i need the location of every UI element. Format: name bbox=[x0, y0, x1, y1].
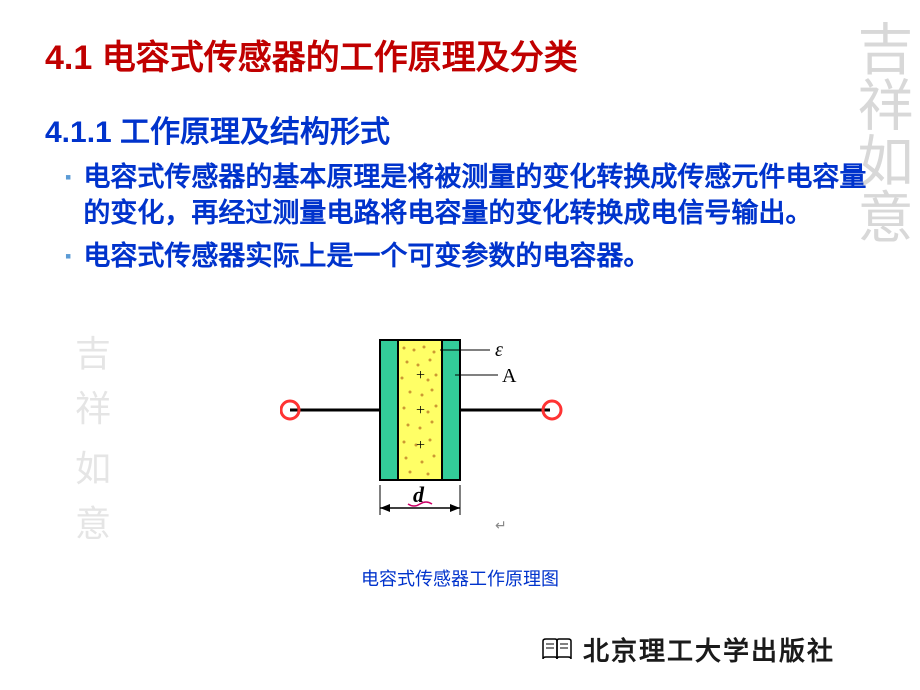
diagram-caption: 电容式传感器工作原理图 bbox=[0, 565, 920, 591]
book-icon bbox=[541, 637, 573, 663]
plus-3: + bbox=[416, 437, 425, 454]
watermark-left-2: 祥 bbox=[75, 380, 111, 432]
label-epsilon: ε bbox=[495, 339, 503, 361]
bullet-marker-icon: ▪ bbox=[65, 246, 71, 274]
bullet-item: ▪ 电容式传感器的基本原理是将被测量的变化转换成传感元件电容量的变化，再经过测量… bbox=[65, 159, 870, 232]
capacitor-diagram: + + + ε A d ↵ bbox=[280, 330, 640, 560]
return-mark: ↵ bbox=[495, 519, 507, 534]
bullet-text: 电容式传感器实际上是一个可变参数的电容器。 bbox=[83, 238, 650, 274]
bullet-text: 电容式传感器的基本原理是将被测量的变化转换成传感元件电容量的变化，再经过测量电路… bbox=[83, 159, 870, 232]
arrow-right bbox=[450, 504, 460, 512]
plus-2: + bbox=[416, 402, 425, 419]
capacitor-svg: + + + ε A d ↵ bbox=[280, 330, 640, 560]
bullet-item: ▪ 电容式传感器实际上是一个可变参数的电容器。 bbox=[65, 238, 870, 274]
plate-right bbox=[442, 340, 460, 480]
watermark-left-4: 意 bbox=[75, 495, 111, 547]
plate-left bbox=[380, 340, 398, 480]
subsection-title: 4.1.1 工作原理及结构形式 bbox=[45, 107, 870, 151]
section-title: 4.1 电容式传感器的工作原理及分类 bbox=[45, 30, 870, 79]
publisher-footer: 北京理工大学出版社 bbox=[541, 631, 835, 668]
label-A: A bbox=[502, 365, 517, 387]
slide-content: 4.1 电容式传感器的工作原理及分类 4.1.1 工作原理及结构形式 ▪ 电容式… bbox=[0, 0, 920, 274]
watermark-left-3: 如 bbox=[75, 440, 111, 492]
watermark-left-1: 吉 bbox=[75, 325, 111, 377]
publisher-name: 北京理工大学出版社 bbox=[583, 631, 835, 668]
arrow-left bbox=[380, 504, 390, 512]
plus-1: + bbox=[416, 367, 425, 384]
bullet-marker-icon: ▪ bbox=[65, 167, 71, 232]
label-d: d bbox=[413, 482, 425, 507]
